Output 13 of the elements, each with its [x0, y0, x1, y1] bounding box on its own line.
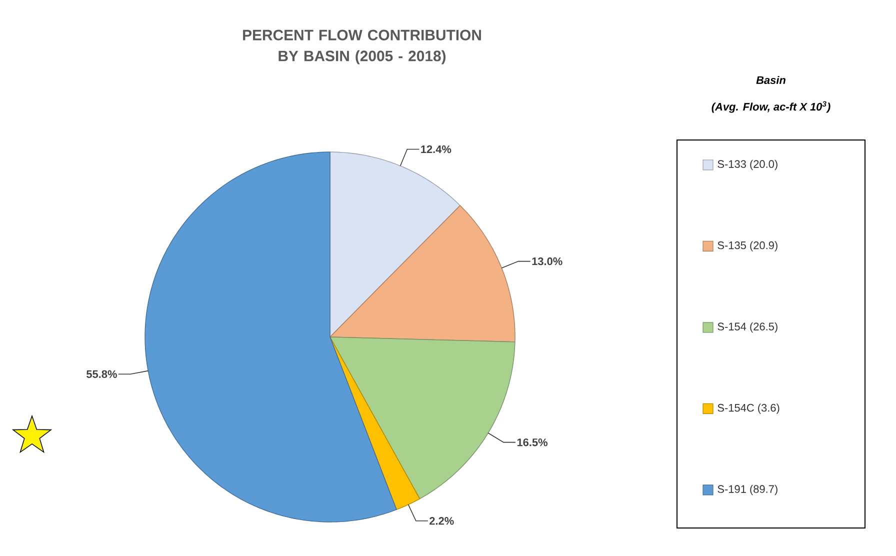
data-label: 16.5% [517, 438, 548, 446]
legend-label: S-191 (89.7) [718, 484, 778, 496]
legend-title: Basin [756, 76, 786, 84]
legend-label: S-135 (20.9) [718, 241, 778, 252]
data-label: 12.4% [421, 145, 452, 154]
data-label: 55.8% [86, 370, 117, 378]
text: (Avg. Flow, ac-ft X 10$^{3}$) [712, 101, 830, 113]
legend-label: S-154C (3.6) [718, 404, 780, 414]
data-label: 13.0% [532, 257, 562, 266]
legend-label: S-154 (26.5) [718, 322, 778, 333]
legend-label: S-133 (20.0) [718, 160, 778, 170]
chart-title: PERCENT FLOW CONTRIBUTION BY BASIN (2005 - 2018) [243, 30, 481, 64]
data-label: 2.2% [430, 517, 454, 525]
